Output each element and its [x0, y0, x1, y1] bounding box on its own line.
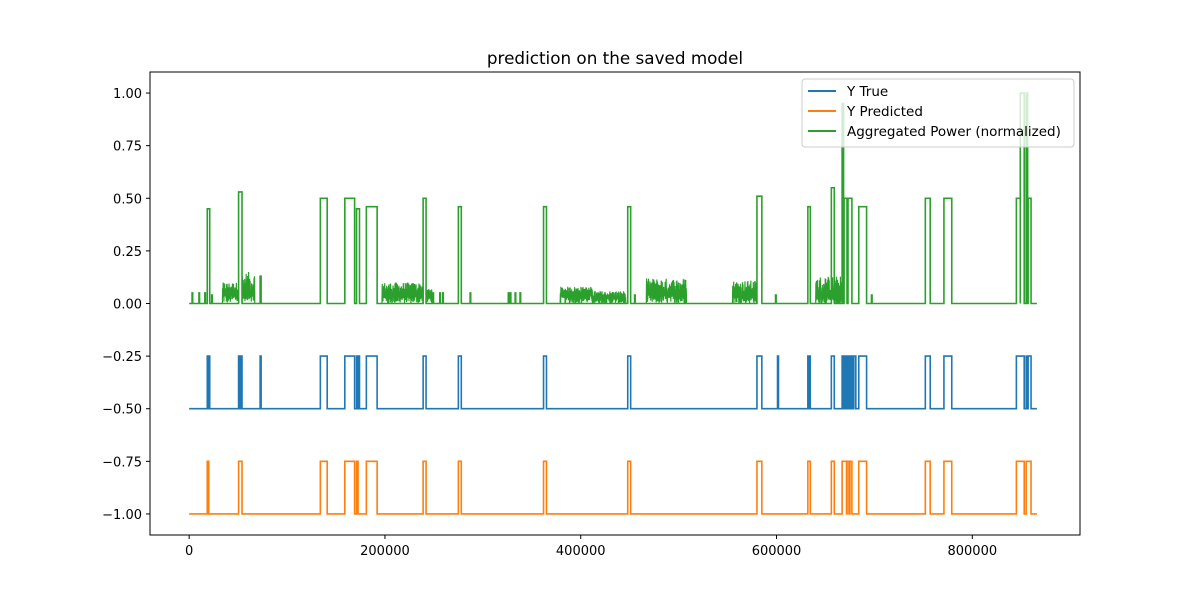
y-axis-ticks: 1.00 0.75 0.50 0.25 0.00 −0.25 −0.50 −0.75 −1.00: [102, 87, 150, 523]
series-line-aggregated-power: [189, 92, 1037, 305]
y-tick-label: 0.75: [113, 140, 142, 155]
aggregated-power-noise-segment: [591, 291, 627, 304]
x-tick-label: 0: [185, 544, 193, 559]
x-axis-ticks: 0 200000 400000 600000 800000: [185, 535, 997, 559]
y-tick-label: −1.00: [102, 508, 142, 523]
aggregated-power-noise-segment: [425, 288, 433, 304]
y-tick-label: 1.00: [113, 87, 142, 102]
legend-box: [801, 78, 1075, 148]
aggregated-power-noise-segment: [559, 286, 594, 304]
aggregated-power-noise-segment: [731, 280, 758, 304]
aggregated-power-noise-segment: [241, 272, 256, 304]
aggregated-power-noise-segment: [381, 282, 424, 304]
chart-title: prediction on the saved model: [487, 48, 743, 68]
aggregated-power-noise-segment: [645, 278, 688, 304]
x-tick-label: 200000: [360, 544, 410, 559]
y-tick-label: 0.00: [113, 298, 142, 313]
y-tick-label: −0.75: [102, 455, 142, 470]
x-tick-label: 600000: [752, 544, 802, 559]
legend-label-aggregated-power: Aggregated Power (normalized): [847, 124, 1061, 140]
y-tick-label: 0.25: [113, 245, 142, 260]
series-line-y-predicted: [189, 460, 1037, 515]
series-line-y-true: [189, 355, 1037, 410]
x-tick-label: 400000: [556, 544, 606, 559]
y-tick-label: −0.25: [102, 350, 142, 365]
legend-label-y-true: Y True: [846, 84, 888, 100]
plot-lines: [189, 92, 1037, 515]
legend-label-y-predicted: Y Predicted: [846, 104, 923, 120]
legend: Y True Y Predicted Aggregated Power (nor…: [801, 78, 1075, 148]
y-tick-label: 0.50: [113, 192, 142, 207]
aggregated-power-noise-segment: [221, 282, 240, 304]
y-tick-label: −0.50: [102, 403, 142, 418]
aggregated-power-noise-segment: [815, 276, 843, 304]
x-tick-label: 800000: [947, 544, 997, 559]
